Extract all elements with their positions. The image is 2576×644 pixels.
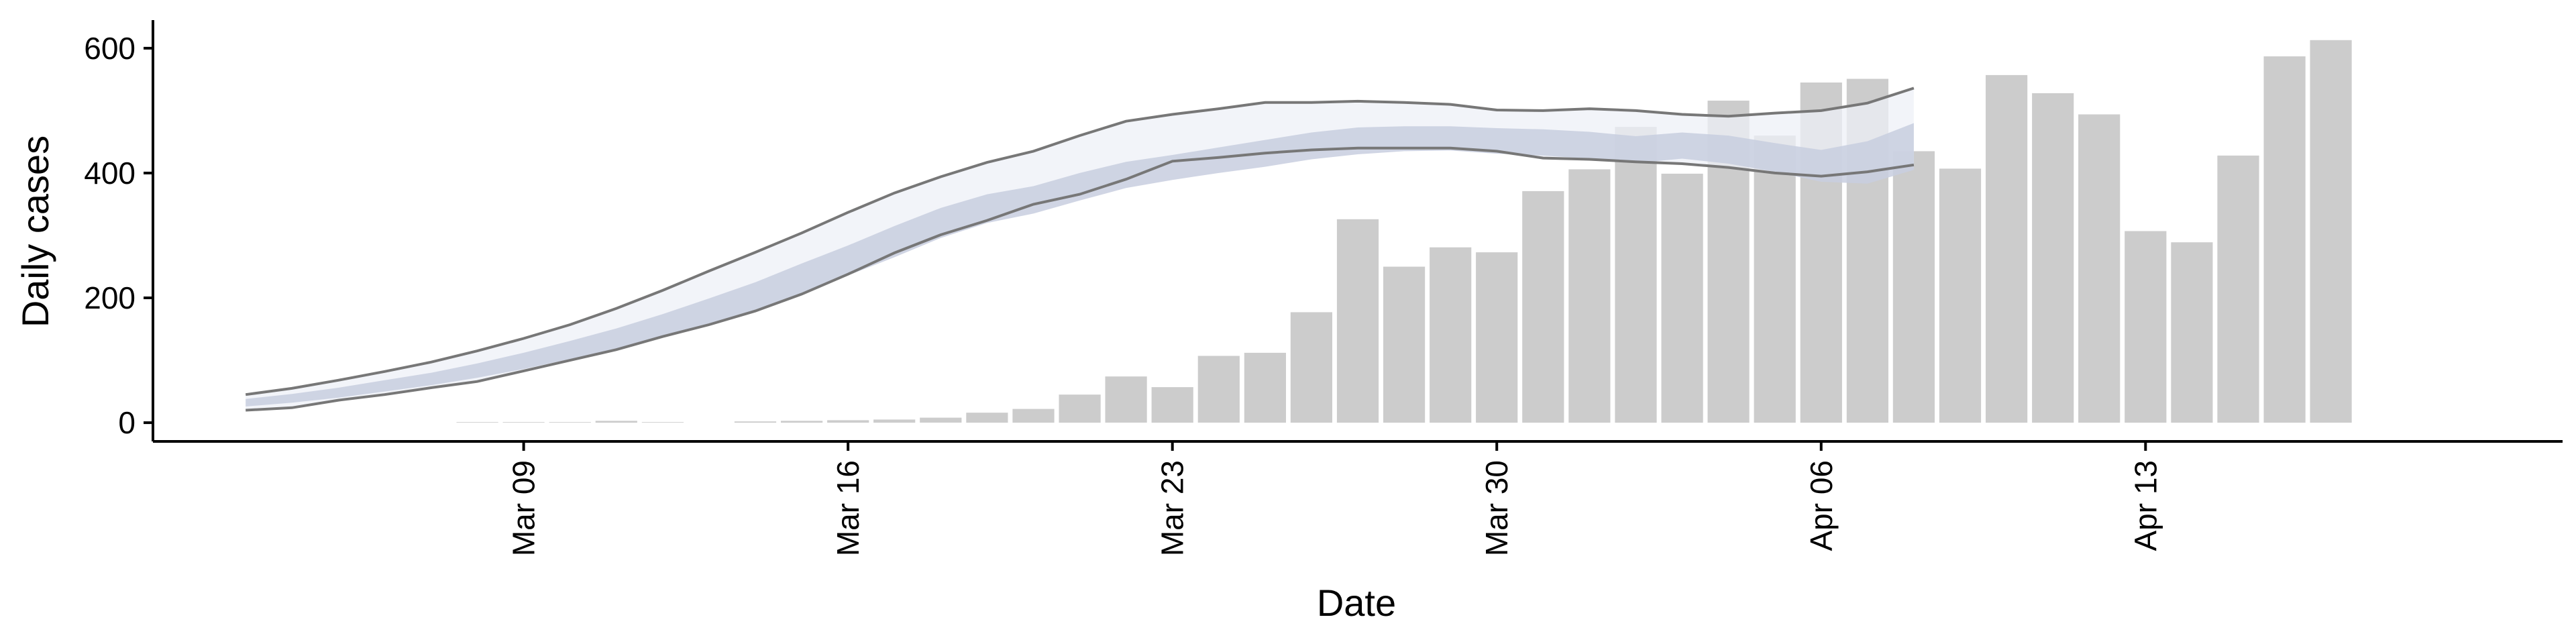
bar-2020-03-08: [456, 422, 498, 423]
bar-2020-03-25: [1244, 352, 1286, 423]
fit-lower-line: [246, 146, 1915, 412]
bar-2020-03-30: [1476, 252, 1518, 423]
bar-2020-04-10: [1986, 74, 2028, 423]
bar-2020-04-12: [2078, 114, 2121, 423]
bar-2020-04-14: [2171, 242, 2213, 423]
bar-2020-03-10: [549, 422, 591, 423]
bar-2020-04-08: [1892, 151, 1935, 423]
bar-2020-04-09: [1939, 168, 1982, 423]
y-axis-title: Daily cases: [14, 136, 56, 327]
bar-2020-03-09: [502, 422, 545, 423]
x-tick-label-2020-04-06: Apr 06: [1804, 460, 1839, 551]
x-tick-label-2020-04-13: Apr 13: [2128, 460, 2163, 551]
bar-2020-03-31: [1522, 191, 1564, 423]
bar-2020-03-16: [827, 420, 869, 423]
bar-2020-03-14: [734, 421, 777, 423]
bar-2020-04-02: [1615, 127, 1657, 423]
bar-2020-04-13: [2125, 231, 2167, 423]
x-tick-label-2020-03-30: Mar 30: [1479, 460, 1514, 556]
bar-2020-03-17: [873, 419, 916, 423]
bar-2020-04-17: [2310, 40, 2352, 423]
x-axis: Mar 09 Mar 16 Mar 23 Mar 30 Apr 06 Apr 13: [153, 440, 2563, 556]
y-tick-label-600: 600: [84, 31, 136, 66]
x-tick-label-2020-03-16: Mar 16: [830, 460, 865, 556]
bar-2020-04-16: [2263, 56, 2306, 423]
bar-2020-03-19: [966, 413, 1008, 423]
y-tick-label-200: 200: [84, 280, 136, 315]
fit-band-series: [245, 87, 1915, 412]
bar-2020-03-12: [641, 422, 684, 423]
bar-2020-04-03: [1661, 173, 1703, 423]
bar-2020-03-29: [1430, 247, 1472, 423]
y-axis: 0 200 400 600: [84, 20, 154, 441]
y-tick-label-0: 0: [118, 405, 136, 440]
bar-2020-03-24: [1197, 356, 1240, 423]
y-tick-label-400: 400: [84, 156, 136, 191]
bar-2020-03-15: [781, 421, 823, 423]
bar-2020-04-05: [1754, 136, 1796, 423]
bar-2020-03-27: [1336, 219, 1379, 423]
x-tick-label-2020-03-09: Mar 09: [506, 460, 541, 556]
bar-2020-03-26: [1290, 312, 1332, 423]
bar-2020-04-15: [2217, 155, 2259, 423]
bar-series-daily-cases: [456, 40, 2352, 423]
x-tick-label-2020-03-23: Mar 23: [1155, 460, 1190, 556]
bar-2020-03-23: [1151, 387, 1193, 423]
bar-2020-03-11: [595, 421, 637, 423]
fit-upper-line: [245, 87, 1915, 396]
bar-2020-04-01: [1568, 169, 1611, 423]
bar-2020-03-20: [1012, 409, 1055, 423]
bar-2020-04-11: [2032, 93, 2074, 423]
bar-2020-03-28: [1383, 266, 1426, 423]
bar-2020-03-21: [1059, 394, 1101, 423]
x-axis-title: Date: [1317, 582, 1396, 624]
bar-2020-03-18: [920, 417, 962, 423]
bar-2020-03-22: [1105, 376, 1147, 423]
